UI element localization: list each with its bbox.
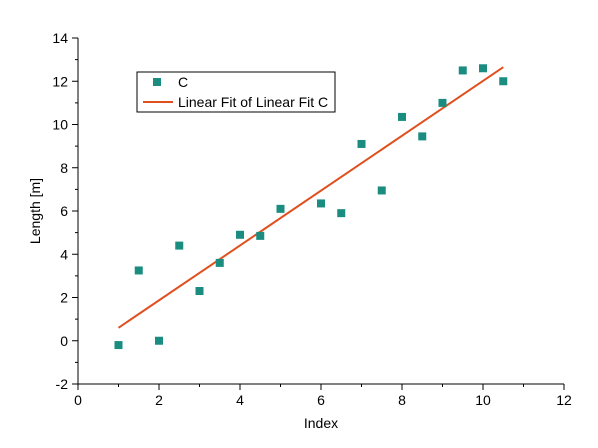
x-tick-label: 10 — [475, 392, 491, 408]
x-tick-label: 8 — [398, 392, 406, 408]
data-point — [337, 209, 346, 218]
x-tick-label: 12 — [556, 392, 572, 408]
y-tick-label: 6 — [60, 203, 68, 219]
y-tick-label: 0 — [60, 333, 68, 349]
fit-layer — [117, 66, 504, 329]
x-tick-label: 4 — [236, 392, 244, 408]
data-point — [377, 186, 386, 195]
points-layer — [114, 64, 508, 350]
legend-label-c: C — [178, 74, 188, 90]
data-point — [195, 287, 204, 296]
fit-line — [117, 66, 504, 329]
x-tick-label: 0 — [74, 392, 82, 408]
legend-label-fit: Linear Fit of Linear Fit C — [178, 94, 328, 110]
data-point — [438, 98, 447, 107]
data-point — [114, 341, 123, 350]
data-point — [175, 241, 184, 250]
data-point — [458, 66, 467, 75]
data-point — [418, 132, 427, 141]
y-tick-label: -2 — [56, 376, 69, 392]
y-tick-label: 10 — [52, 117, 68, 133]
x-axis-title: Index — [304, 415, 338, 431]
legend-box — [136, 71, 336, 113]
y-axis-title: Length [m] — [27, 178, 43, 244]
data-point — [256, 231, 265, 240]
data-point — [276, 204, 285, 213]
y-tick-label: 12 — [52, 73, 68, 89]
y-tick-label: 4 — [60, 246, 68, 262]
y-tick-label: 14 — [52, 30, 68, 46]
data-point — [479, 64, 487, 73]
legend: C Linear Fit of Linear Fit C — [136, 71, 336, 113]
data-point — [215, 258, 224, 267]
x-tick-label: 6 — [317, 392, 325, 408]
data-point — [499, 77, 508, 86]
x-tick-label: 2 — [155, 392, 163, 408]
legend-marker-c — [153, 78, 161, 86]
y-tick-label: 8 — [60, 160, 68, 176]
data-point — [134, 266, 143, 275]
ticks: 0 2 4 6 8 10 12 -2 0 2 4 6 8 10 12 14 — [52, 30, 572, 408]
data-point — [317, 199, 325, 208]
data-point — [398, 112, 406, 121]
data-point — [155, 336, 163, 345]
data-point — [357, 139, 366, 148]
data-point — [236, 230, 244, 239]
y-tick-label: 2 — [60, 290, 68, 306]
